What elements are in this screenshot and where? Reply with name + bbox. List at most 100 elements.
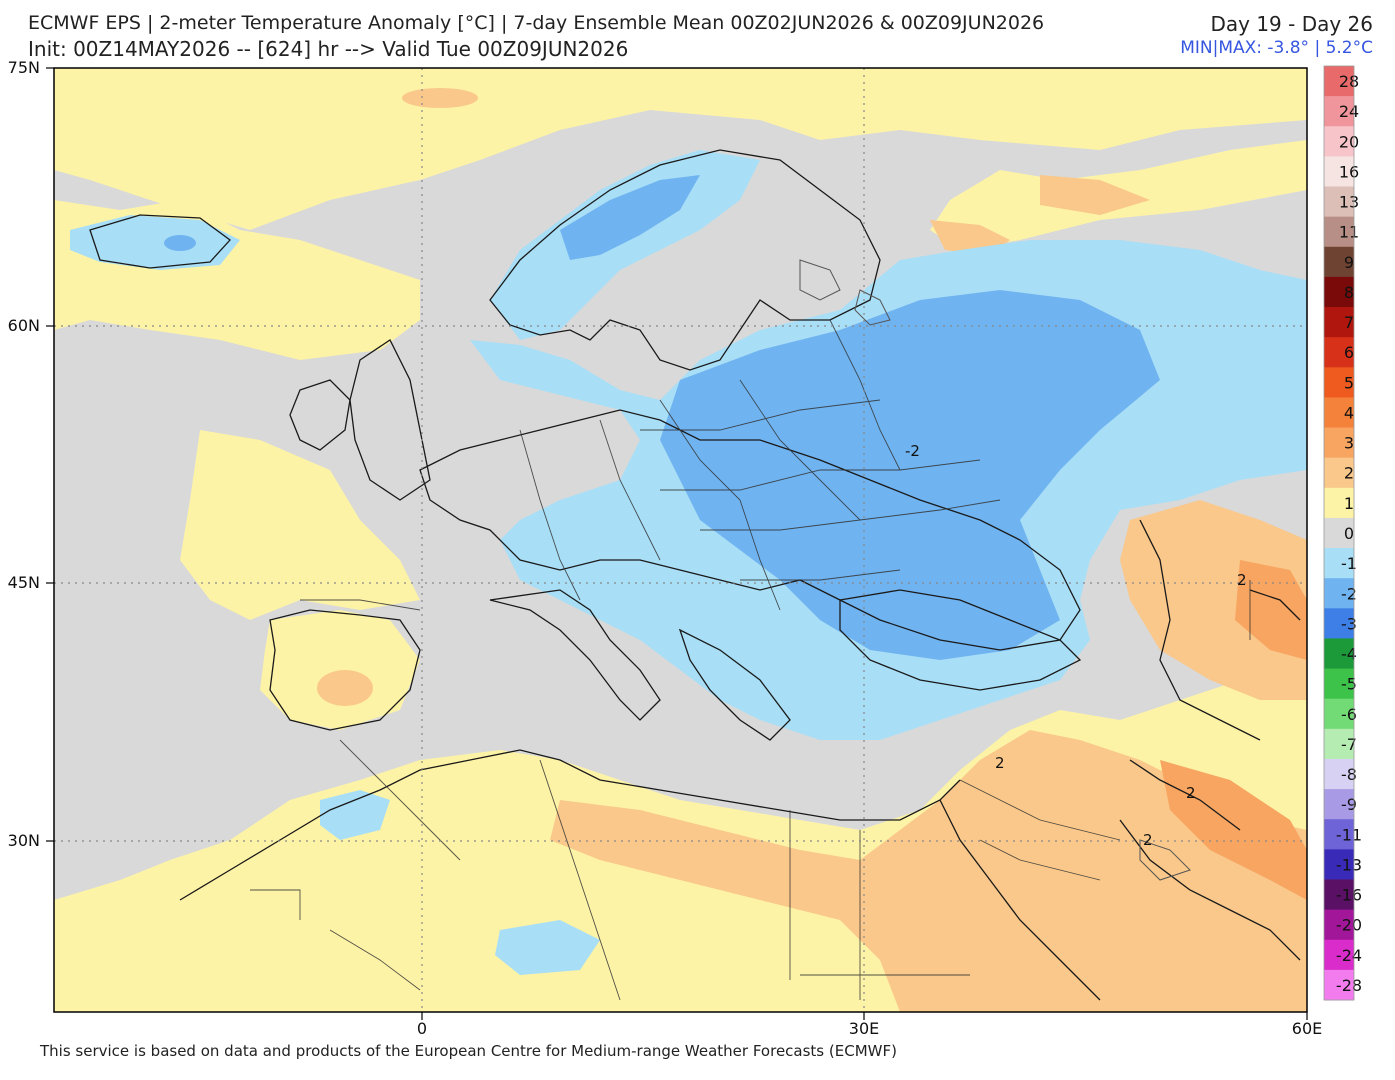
colorbar-label: -3	[1341, 614, 1357, 633]
colorbar-label: -16	[1336, 886, 1362, 905]
lon-label-60e: 60E	[1292, 1019, 1322, 1038]
warm-core-kazakhstan	[1235, 560, 1307, 660]
map-title: ECMWF EPS | 2-meter Temperature Anomaly …	[28, 12, 1045, 34]
colorbar-swatch	[1324, 578, 1354, 609]
colorbar-swatch	[1324, 909, 1354, 941]
colorbar-swatch	[1324, 728, 1354, 760]
colorbar-swatch	[1324, 608, 1354, 639]
lat-label-30n: 30N	[8, 831, 40, 850]
min-max-readout: MIN|MAX: -3.8° | 5.2°C	[1180, 38, 1373, 58]
colorbar-swatch	[1324, 186, 1354, 218]
colorbar-swatch	[1324, 969, 1354, 1001]
colorbar-label: -20	[1336, 916, 1362, 935]
cold-core-east-europe	[660, 290, 1160, 660]
warm-anomaly-iberia	[260, 610, 420, 730]
lon-label-0: 0	[417, 1019, 427, 1038]
colorbar-label: 11	[1339, 223, 1359, 242]
contour-label-2-kazakhstan: 2	[1237, 571, 1247, 589]
warm-anomaly-greenland-sea	[270, 70, 520, 130]
colorbar-label: 7	[1344, 313, 1354, 332]
colorbar-swatch	[1324, 397, 1354, 429]
ecmwf-attribution: This service is based on data and produc…	[40, 1042, 897, 1060]
colorbar-label: -8	[1341, 765, 1357, 784]
colorbar-swatch	[1324, 849, 1354, 880]
colorbar-label: 28	[1339, 72, 1359, 91]
contour-label-2-iran: 2	[1186, 784, 1196, 802]
colorbar-label: 13	[1339, 193, 1359, 212]
cold-anomaly-norway	[490, 150, 760, 340]
day-range: Day 19 - Day 26	[1210, 12, 1373, 36]
warm-core-iberia	[317, 670, 373, 706]
colorbar-swatch	[1324, 939, 1354, 971]
cold-patch-sahara	[495, 920, 600, 975]
colorbar-frame	[1323, 65, 1355, 1001]
colorbar-label: -11	[1336, 825, 1362, 844]
colorbar-swatch	[1324, 156, 1354, 188]
cold-core-norway	[560, 175, 700, 260]
map-subtitle: Init: 00Z14MAY2026 -- [624] hr --> Valid…	[28, 37, 629, 61]
contour-label-2-arabia: 2	[995, 754, 1005, 772]
colorbar-swatch	[1324, 427, 1354, 459]
colorbar-label: -4	[1341, 645, 1357, 664]
cold-core-iceland	[164, 235, 196, 251]
colorbar: 28 24 20 16 13 11 9 8 7 6 5 4 3 2 1 0 -1 -2 -3 -4 -5 -6 -7 -8 -9…	[1323, 65, 1362, 1001]
warm-anomaly-sahara-arabia	[550, 730, 1307, 1012]
map-area	[54, 68, 1307, 1012]
colorbar-label: -13	[1336, 855, 1362, 874]
colorbar-label: -2	[1341, 584, 1357, 603]
colorbar-swatch	[1324, 879, 1354, 911]
colorbar-swatch	[1324, 307, 1354, 338]
colorbar-swatch	[1324, 457, 1354, 489]
lon-label-30e: 30E	[849, 1019, 879, 1038]
graticule	[54, 68, 1307, 1012]
colorbar-label: 9	[1344, 253, 1354, 272]
colorbar-label: -28	[1336, 976, 1362, 995]
lat-label-75n: 75N	[8, 58, 40, 77]
colorbar-label: 20	[1339, 132, 1359, 151]
warm-core-north	[402, 88, 478, 108]
axis-ticks	[46, 67, 1308, 1020]
colorbar-swatch	[1324, 698, 1354, 730]
colorbar-label: 0	[1344, 524, 1354, 543]
colorbar-swatch	[1324, 548, 1354, 579]
colorbar-swatch	[1324, 96, 1354, 127]
colorbar-swatch	[1324, 337, 1354, 368]
lat-label-45n: 45N	[8, 573, 40, 592]
contour-labels: -2 2 2 2 2	[905, 442, 1247, 849]
colorbar-swatch	[1324, 638, 1354, 670]
colorbar-swatch	[1324, 819, 1354, 850]
colorbar-swatch	[1324, 246, 1354, 278]
warm-anomaly-caspian	[1120, 500, 1307, 700]
contour-label-neg2: -2	[905, 442, 920, 460]
cold-anomaly-iceland	[70, 215, 240, 270]
colorbar-label: 16	[1339, 162, 1359, 181]
colorbar-label: -9	[1341, 795, 1357, 814]
colorbar-swatch	[1324, 758, 1354, 790]
colorbar-label: 5	[1344, 373, 1354, 392]
country-borders	[250, 319, 1251, 1001]
colorbar-swatch	[1324, 487, 1354, 519]
colorbar-label: 3	[1344, 434, 1354, 453]
colorbar-swatch	[1324, 216, 1354, 248]
coastlines	[89, 149, 1301, 1001]
colorbar-label: 1	[1344, 494, 1354, 513]
colorbar-label: 4	[1344, 403, 1354, 422]
colorbar-label: -1	[1341, 554, 1357, 573]
colorbar-swatch	[1324, 367, 1354, 398]
colorbar-label: -7	[1341, 735, 1357, 754]
colorbar-label: -6	[1341, 705, 1357, 724]
colorbar-swatch	[1324, 668, 1354, 700]
colorbar-label: -24	[1336, 946, 1362, 965]
colorbar-label: -5	[1341, 675, 1357, 694]
lakes	[799, 259, 1191, 881]
colorbar-label: 24	[1339, 102, 1359, 121]
warm-core-iran	[1160, 760, 1307, 900]
lat-label-60n: 60N	[8, 316, 40, 335]
cold-core-russia	[880, 380, 1010, 480]
colorbar-swatch	[1324, 126, 1354, 157]
colorbar-swatch	[1324, 66, 1354, 97]
colorbar-swatch	[1324, 517, 1354, 549]
warm-core-barents	[1040, 175, 1150, 215]
contour-label-2-gulf: 2	[1143, 831, 1153, 849]
